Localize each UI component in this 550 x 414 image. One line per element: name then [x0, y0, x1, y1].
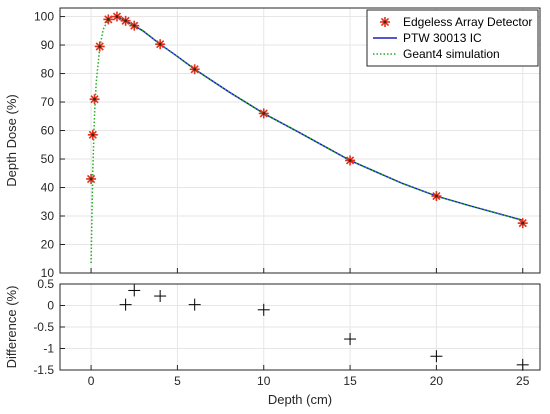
x-axis-label: Depth (cm) [268, 392, 332, 407]
top-grid [60, 8, 540, 274]
top-axes-frame [59, 7, 541, 274]
top-y-tick-label: 70 [41, 95, 55, 109]
legend-label-geant4: Geant4 simulation [403, 47, 500, 61]
edgeless-array-detector-point [258, 108, 269, 119]
legend: Edgeless Array Detector PTW 30013 IC Geant… [366, 9, 539, 67]
top-y-tick-label: 40 [41, 181, 55, 195]
bottom-x-tick-label: 20 [430, 374, 444, 388]
bottom-x-tick-label: 15 [343, 374, 357, 388]
bottom-x-tick-label: 10 [257, 374, 271, 388]
bottom-x-tick-label: 5 [174, 374, 181, 388]
top-ticks: 10 20 30 40 50 60 70 80 90 100 [34, 10, 524, 280]
bottom-y-tick-label: -1 [43, 342, 54, 356]
bottom-y-tick-label: 0 [47, 299, 54, 313]
difference-point [128, 284, 141, 297]
edgeless-array-detector-point [517, 218, 528, 229]
edgeless-array-detector-point [89, 94, 100, 105]
edgeless-array-detector-point [86, 173, 97, 184]
top-y-tick-label: 20 [41, 238, 55, 252]
edgeless-array-detector-point [155, 39, 166, 50]
top-y-tick-label: 60 [41, 124, 55, 138]
edgeless-array-detector-point [120, 15, 131, 26]
bottom-ticks: 0 5 10 15 20 25 0.5 0 -0.5 -1 -1.5 [33, 277, 529, 388]
edgeless-array-detector-point [111, 11, 122, 22]
top-y-tick-label: 80 [41, 67, 55, 81]
top-y-tick-label: 50 [41, 152, 55, 166]
top-y-tick-label: 10 [41, 266, 55, 280]
edgeless-array-detector-point [87, 129, 98, 140]
bottom-x-tick-label: 0 [88, 374, 95, 388]
difference-point [188, 298, 201, 311]
top-y-tick-label: 90 [41, 38, 55, 52]
bottom-y-tick-label: 0.5 [37, 277, 54, 291]
difference-point [344, 333, 357, 346]
edgeless-array-detector-point [431, 191, 442, 202]
bottom-y-tick-label: -1.5 [33, 363, 54, 377]
legend-swatch-edgeless [380, 17, 390, 27]
difference-point [430, 350, 443, 363]
bottom-series-layer [119, 284, 529, 371]
legend-label-edgeless: Edgeless Array Detector [403, 15, 532, 29]
edgeless-array-detector-point [103, 14, 114, 25]
edgeless-array-detector-point [94, 41, 105, 52]
bottom-y-tick-label: -0.5 [33, 320, 54, 334]
top-y-tick-label: 30 [41, 209, 55, 223]
difference-point [257, 303, 270, 316]
difference-panel: 0 5 10 15 20 250.50-0.5-1-1.5 Difference (%) … [4, 277, 541, 407]
bottom-y-axis-label: Difference (%) [4, 286, 19, 369]
difference-point [119, 298, 132, 311]
edgeless-array-detector-point [129, 20, 140, 31]
geant4-simulation-line [90, 15, 523, 264]
depth-dose-panel: 10 20 30 40 50 60 70 80 90 100 Depth Dose (%) Edg… [4, 7, 541, 280]
edgeless-array-detector-point [345, 155, 356, 166]
difference-point [154, 290, 167, 303]
bottom-x-tick-label: 25 [516, 374, 530, 388]
edgeless-array-detector-point [189, 64, 200, 75]
top-series-layer [86, 11, 528, 264]
top-y-tick-label: 100 [34, 10, 54, 24]
legend-label-ptw: PTW 30013 IC [403, 31, 482, 45]
top-y-axis-label: Depth Dose (%) [4, 94, 19, 186]
